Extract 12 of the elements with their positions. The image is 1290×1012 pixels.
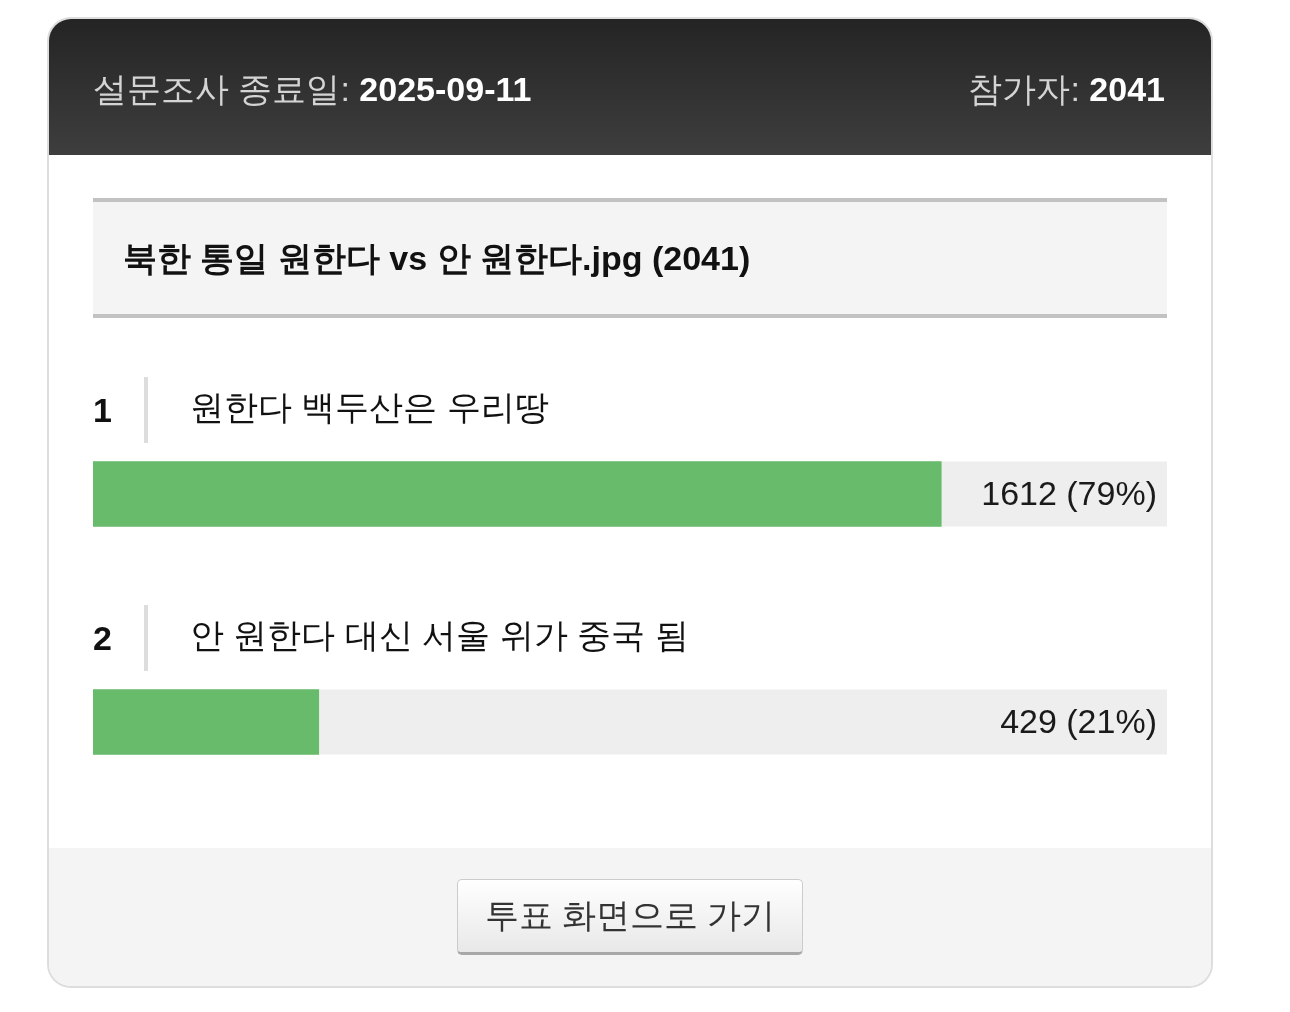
y-tick-label: 원한다 백두산은 우리땅 [190,388,549,427]
text: 설문조사 종료일: [93,70,350,108]
chart-title: 북한 통일 원한다 vs 안 원한다.jpg (2041) [123,238,751,278]
annotation: 1 [93,390,112,430]
annotation: 2 [93,618,112,658]
button: 투표 화면으로 가기 [457,879,803,955]
text: 2041 [1089,70,1165,108]
y-tick-label: 안 원한다 대신 서울 위가 중국 됨 [190,616,689,655]
text: 2025-09-11 [359,70,532,108]
data-label: 1612 (79%) [981,474,1157,513]
data-label: 429 (21%) [1000,702,1157,741]
text: 참가자: [968,70,1080,108]
